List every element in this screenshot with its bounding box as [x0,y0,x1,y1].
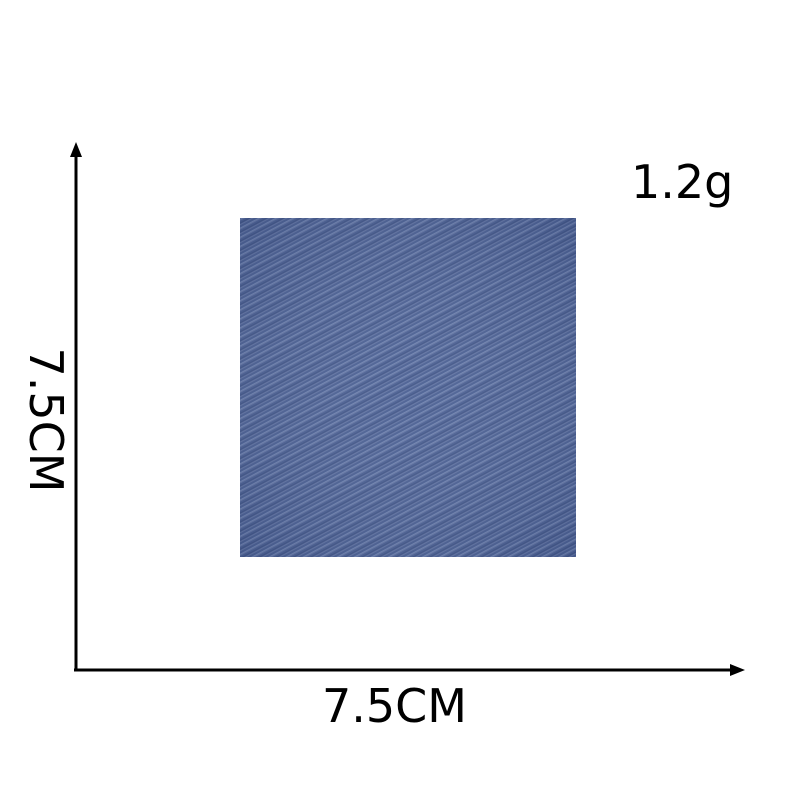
height-dimension-label: 7.5CM [19,347,73,493]
width-dimension-label: 7.5CM [322,679,467,733]
vertical-axis-arrow-icon [70,142,82,157]
denim-fabric-swatch [240,218,576,557]
horizontal-axis-arrow-icon [730,664,745,676]
weight-label: 1.2g [631,155,734,209]
